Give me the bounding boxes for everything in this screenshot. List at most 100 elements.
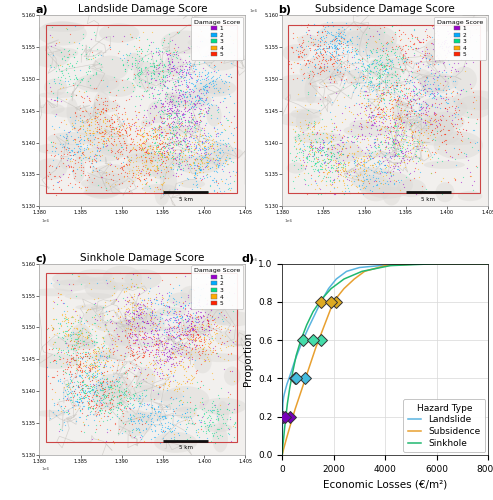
Point: [94, 376, 102, 384]
Point: [199, 412, 207, 420]
Point: [365, 128, 373, 136]
Point: [147, 327, 155, 335]
Point: [61, 392, 69, 400]
Point: [410, 87, 418, 95]
Point: [171, 141, 178, 149]
Point: [427, 168, 435, 176]
Point: [185, 298, 193, 306]
Point: [148, 311, 156, 319]
Point: [64, 318, 71, 326]
Point: [150, 98, 158, 106]
Point: [425, 55, 433, 63]
Point: [46, 31, 54, 39]
Point: [213, 322, 221, 330]
Point: [113, 392, 121, 400]
Point: [201, 308, 209, 316]
Point: [65, 162, 72, 170]
Point: [320, 158, 328, 166]
Point: [323, 144, 331, 152]
Point: [317, 185, 324, 193]
Point: [394, 95, 402, 103]
Point: [76, 124, 84, 132]
Point: [381, 108, 388, 116]
Point: [370, 111, 378, 119]
Point: [339, 186, 347, 194]
Point: [129, 348, 137, 356]
Point: [146, 124, 154, 132]
Point: [377, 51, 385, 59]
Point: [382, 66, 389, 74]
Point: [371, 135, 379, 143]
Point: [60, 374, 68, 382]
Point: [407, 57, 415, 65]
Point: [188, 324, 196, 332]
Point: [231, 144, 239, 152]
Sinkhole: [310, 308, 316, 314]
Point: [363, 145, 371, 153]
Point: [369, 110, 377, 118]
Point: [302, 28, 310, 36]
Point: [77, 135, 85, 143]
Point: [129, 400, 137, 408]
Point: [194, 96, 202, 104]
Point: [74, 339, 82, 347]
Point: [177, 77, 185, 85]
Point: [164, 102, 172, 110]
Point: [295, 54, 303, 62]
Sinkhole: [280, 452, 285, 458]
Point: [442, 93, 450, 101]
Point: [146, 316, 154, 324]
Point: [118, 409, 126, 417]
Point: [70, 315, 78, 323]
Point: [80, 146, 88, 154]
Point: [438, 116, 446, 124]
Point: [367, 47, 375, 55]
Point: [327, 148, 335, 156]
Point: [202, 334, 210, 342]
Point: [61, 392, 69, 400]
Point: [79, 34, 87, 42]
Point: [53, 367, 61, 375]
Point: [297, 164, 305, 172]
Point: [155, 420, 163, 428]
Point: [391, 84, 399, 92]
Point: [399, 42, 407, 50]
Point: [138, 146, 146, 154]
Point: [143, 145, 151, 153]
Point: [213, 106, 221, 114]
Point: [138, 392, 146, 400]
Point: [174, 121, 182, 129]
Point: [444, 96, 452, 104]
Point: [185, 145, 193, 153]
Point: [159, 412, 167, 420]
Point: [181, 135, 189, 143]
Point: [98, 132, 106, 140]
Point: [73, 339, 81, 347]
Point: [349, 88, 357, 96]
Point: [146, 348, 154, 356]
Point: [91, 372, 99, 380]
Point: [172, 137, 180, 145]
Point: [227, 184, 235, 192]
Sinkhole: [282, 425, 287, 431]
Point: [116, 398, 124, 406]
Point: [382, 76, 389, 84]
Point: [201, 150, 209, 158]
Ellipse shape: [60, 156, 72, 170]
Point: [167, 110, 175, 118]
Point: [374, 104, 382, 112]
Point: [165, 72, 173, 80]
Point: [174, 100, 182, 108]
Point: [196, 145, 204, 153]
Point: [230, 178, 238, 186]
Point: [387, 47, 395, 55]
Point: [350, 52, 358, 60]
Point: [95, 349, 103, 357]
Point: [453, 130, 461, 138]
Point: [330, 152, 338, 160]
Point: [440, 40, 448, 48]
Point: [75, 163, 83, 171]
Point: [216, 424, 224, 432]
Point: [453, 161, 460, 169]
Point: [147, 148, 155, 156]
